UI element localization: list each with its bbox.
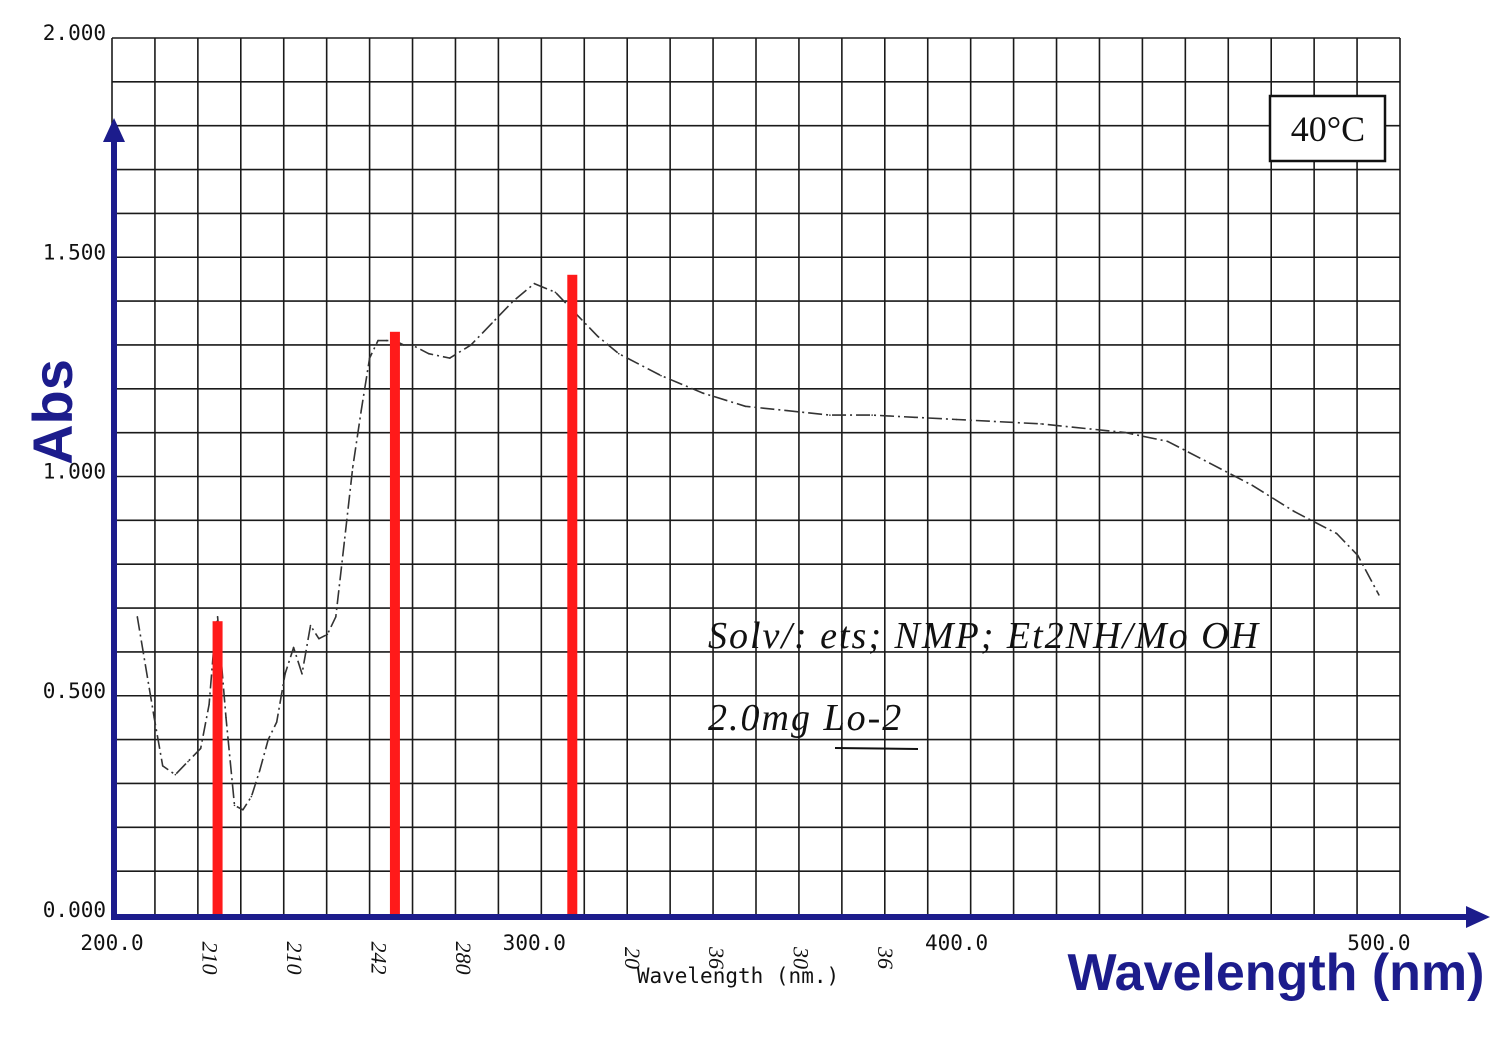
spectrum-point — [512, 300, 514, 302]
handwritten-tick-label: 242 — [366, 942, 391, 975]
concentration-annotation: 2.0mg Lo-2 — [708, 697, 903, 739]
highlight-bar — [389, 331, 400, 915]
spectrum-point — [829, 414, 831, 416]
spectrum-point — [1378, 594, 1380, 596]
spectrum-point — [786, 409, 789, 412]
y-tick-label: 1.000 — [43, 460, 106, 484]
axes — [103, 118, 1490, 928]
spectrum-point — [360, 409, 362, 412]
y-tick-label: 1.500 — [43, 240, 106, 264]
spectrum-point — [702, 392, 705, 394]
spectrum-layer — [136, 282, 1380, 811]
spectrum-point — [250, 795, 253, 798]
spectrum-point — [259, 769, 261, 772]
spectrum-point — [233, 804, 236, 807]
spectrum-point — [660, 374, 662, 377]
spectrum-point — [491, 322, 493, 324]
y-tick-label: 0.000 — [43, 898, 106, 922]
spectrum-line — [136, 282, 1380, 811]
spectrum-point — [343, 541, 346, 544]
spectrum-point — [1209, 462, 1211, 465]
spectrum-point — [913, 416, 916, 419]
handwritten-tick-labels: 210 210 242 280 20 36 30 36 — [197, 942, 898, 975]
spectrum-point — [411, 344, 413, 346]
spectrum-point — [1293, 510, 1296, 513]
handwritten-tick-label: 210 — [197, 942, 222, 975]
y-axis-arrow — [103, 118, 125, 142]
spectrum-point — [267, 738, 270, 741]
spectrum-point — [309, 624, 312, 627]
spectrum-point — [744, 405, 747, 408]
x-axis-label: Wavelength (nm) — [1068, 944, 1485, 1002]
spectrum-point — [351, 466, 354, 469]
handwritten-notes: Solv/: ets; NMP; Et2NH/Mo OH 2.0mg Lo-2 — [708, 615, 1261, 750]
spectrum-point — [617, 352, 620, 355]
spectrum-point — [187, 760, 189, 763]
spectrum-point — [402, 344, 405, 346]
x-tick-labels: 200.0 300.0 400.0 500.0 — [80, 931, 1410, 955]
handwritten-tick-label: 210 — [282, 942, 307, 975]
handwritten-tick-label: 36 — [704, 946, 729, 969]
x-tick-label: 200.0 — [80, 931, 143, 955]
spectrum-point — [596, 335, 599, 337]
spectrum-point — [1124, 431, 1127, 434]
x-axis-arrow — [1466, 906, 1490, 928]
spectrum-point — [427, 352, 430, 355]
spectrum-point — [318, 637, 320, 640]
temperature-box: 40°C — [1268, 94, 1387, 163]
spectrum-point — [368, 357, 371, 359]
spectrum-point — [275, 721, 278, 723]
spectrum-point — [301, 673, 303, 675]
spectrum-point — [554, 291, 557, 294]
x-tick-label: 500.0 — [1347, 931, 1410, 955]
y-tick-label: 2.000 — [43, 21, 106, 45]
spectrum-point — [284, 673, 286, 675]
spectrum-point — [377, 339, 379, 342]
spectrum-point — [1040, 423, 1042, 425]
spectrum-point — [292, 646, 295, 649]
annotation-underline — [834, 747, 919, 750]
spectrum-point — [326, 633, 329, 636]
highlight-bars — [212, 274, 578, 915]
spectrum-point — [871, 414, 873, 416]
highlight-bar — [212, 621, 223, 915]
spectrum-point — [449, 357, 451, 359]
highlight-bar — [567, 274, 578, 915]
spectrum-point — [533, 282, 536, 285]
y-tick-label: 0.500 — [43, 679, 106, 703]
spectrum-point — [335, 616, 337, 618]
spectrum-point — [161, 765, 164, 767]
spectrum-point — [199, 747, 202, 750]
y-tick-labels: 0.000 0.500 1.000 1.500 2.000 — [43, 21, 106, 922]
handwritten-tick-label: 36 — [873, 946, 898, 969]
spectrum-point — [955, 418, 958, 421]
spectrum-point — [1335, 532, 1338, 535]
spectrum-point — [470, 344, 472, 346]
spectrum-point — [136, 616, 139, 618]
x-tick-label: 400.0 — [925, 931, 988, 955]
spectrum-point — [208, 703, 210, 706]
plot-grid — [111, 37, 1401, 916]
spectrum-point — [153, 716, 156, 719]
x-axis-printed-label: Wavelength (nm.) — [637, 964, 839, 988]
handwritten-tick-label: 20 — [620, 947, 645, 969]
spectrum-point — [225, 716, 227, 719]
solvent-annotation: Solv/: ets; NMP; Et2NH/Mo OH — [708, 615, 1261, 657]
spectrum-point — [385, 339, 388, 342]
y-axis-label: Abs — [21, 359, 84, 465]
spectrum-point — [1251, 484, 1253, 487]
spectrum-point — [1356, 554, 1359, 557]
spectrum-point — [216, 616, 219, 618]
temperature-label: 40°C — [1291, 109, 1365, 149]
handwritten-tick-label: 280 — [451, 942, 476, 975]
x-tick-label: 300.0 — [503, 931, 566, 955]
handwritten-tick-label: 30 — [789, 946, 814, 969]
spectrum-point — [174, 773, 177, 776]
spectrum-point — [242, 808, 244, 811]
spectrum-point — [1166, 440, 1169, 443]
